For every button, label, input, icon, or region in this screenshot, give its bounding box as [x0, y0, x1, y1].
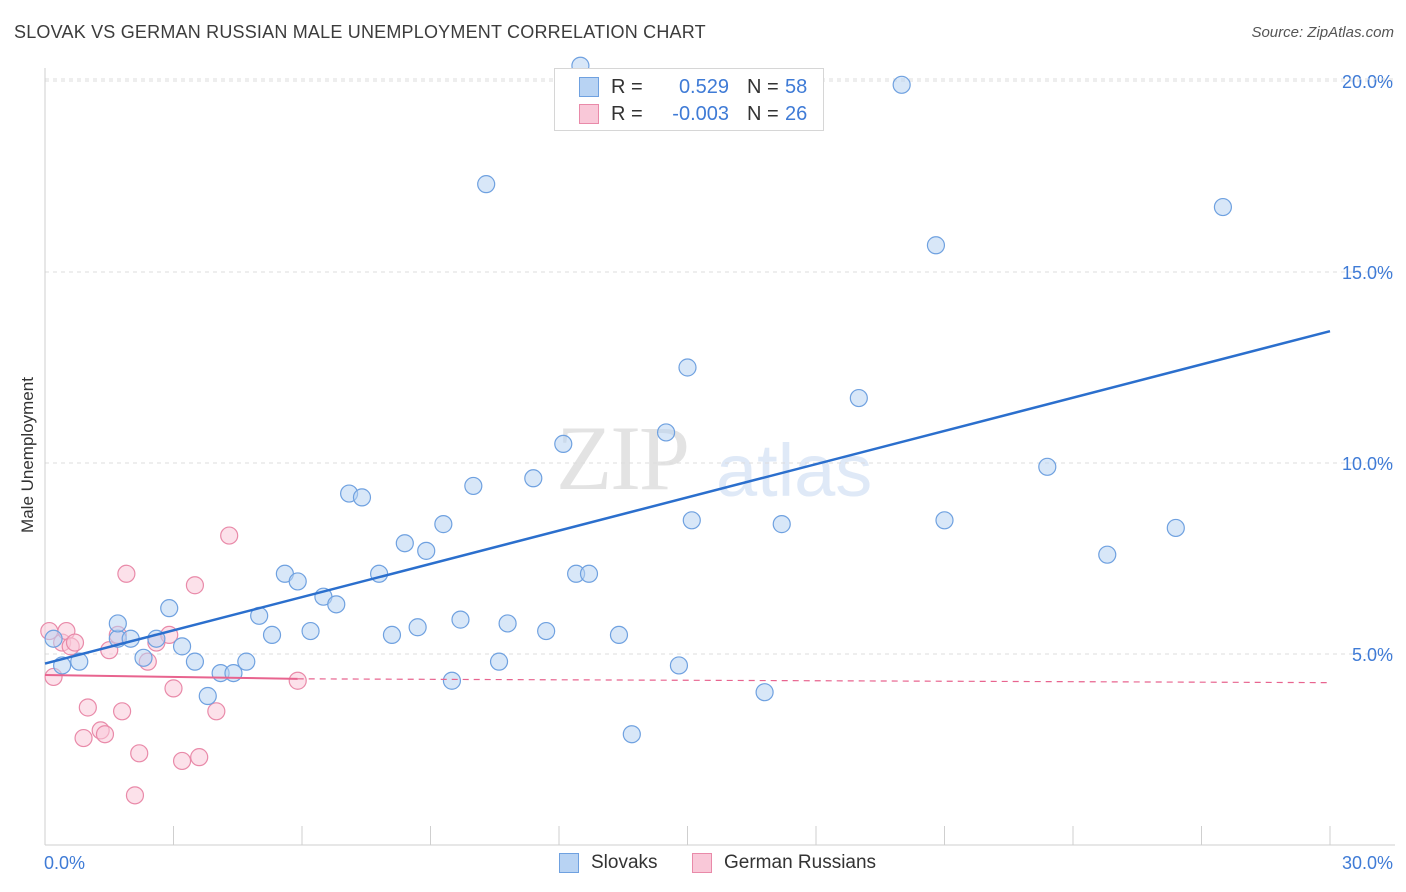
legend-label-german-russians: German Russians — [724, 852, 877, 873]
slovak-point — [772, 515, 791, 534]
german-russians-legend-swatch — [692, 853, 712, 873]
n-label: N = — [747, 102, 779, 125]
german-russian-point — [172, 751, 192, 771]
slovak-point — [442, 671, 462, 690]
slovak-point — [537, 621, 556, 641]
slovak-point — [498, 614, 517, 633]
slovak-point — [160, 599, 179, 618]
legend-row-slovaks: R = 0.529 N = 58 — [555, 74, 807, 100]
slovak-point — [579, 564, 599, 583]
chart-title: SLOVAK VS GERMAN RUSSIAN MALE UNEMPLOYME… — [14, 22, 706, 42]
r-value: -0.003 — [672, 102, 729, 125]
slovak-point — [44, 629, 63, 648]
slovak-point — [489, 652, 509, 671]
slovak-point — [678, 358, 697, 377]
slovak-point — [464, 476, 483, 496]
y-tick-label: 5.0% — [1352, 645, 1393, 665]
german-russian-point — [190, 748, 209, 767]
german-russian-point — [207, 702, 226, 721]
slovak-point — [609, 625, 629, 645]
slovak-point — [198, 686, 217, 706]
legend-item-german-russians[interactable]: German Russians — [692, 852, 876, 874]
german-russian-point — [95, 725, 115, 744]
slovak-trend-line — [44, 329, 1331, 665]
slovak-point — [926, 236, 946, 255]
y-tick-label: 20.0% — [1342, 72, 1393, 92]
slovak-point — [108, 614, 127, 633]
german-russian-point — [220, 526, 239, 545]
slovak-point — [1213, 197, 1233, 217]
slovak-point — [382, 625, 402, 645]
slovak-point — [656, 423, 676, 442]
german-russian-point — [74, 728, 93, 748]
n-label: N = — [747, 75, 779, 98]
slovak-point — [451, 610, 470, 629]
german-russian-point — [65, 633, 85, 652]
x-tick-label-left: 0.0% — [44, 853, 85, 873]
slovak-point — [755, 683, 774, 702]
slovak-point — [1098, 545, 1117, 564]
german-russian-point — [185, 576, 205, 595]
slovak-point — [288, 572, 307, 591]
slovak-point — [622, 725, 641, 744]
german-russian-point — [125, 786, 145, 805]
slovak-point — [417, 541, 436, 560]
legend-item-slovaks[interactable]: Slovaks — [559, 852, 658, 874]
slovak-point — [301, 621, 320, 641]
slovak-point — [849, 388, 868, 408]
slovak-point — [262, 625, 282, 645]
slovak-point — [669, 656, 689, 675]
y-tick-label: 10.0% — [1342, 454, 1393, 474]
german-russian-point — [164, 679, 183, 698]
legend-row-german-russians: R = -0.003 N = 26 — [555, 101, 807, 127]
slovak-point — [554, 434, 573, 453]
german-russian-point — [130, 744, 149, 763]
slovak-point — [70, 652, 89, 671]
slovak-point — [682, 511, 701, 530]
german-russian-trend-extension — [297, 678, 1331, 684]
x-tick-label-right: 30.0% — [1342, 853, 1393, 873]
german-russian-point — [288, 671, 307, 690]
slovak-point — [134, 648, 153, 667]
slovak-point — [352, 488, 372, 507]
slovak-point — [892, 75, 911, 94]
slovaks-legend-swatch — [559, 853, 579, 873]
correlation-legend: R = 0.529 N = 58 R = -0.003 N = 26 — [554, 68, 824, 131]
german-russian-trend-line — [44, 674, 298, 680]
slovak-point — [935, 511, 954, 530]
german-russian-point — [117, 564, 136, 583]
slovak-point — [327, 595, 346, 614]
legend-label-slovaks: Slovaks — [591, 852, 658, 873]
source-label: Source: ZipAtlas.com — [1251, 24, 1394, 41]
r-label: R = — [611, 102, 643, 125]
german-russian-point — [78, 698, 97, 717]
slovak-point — [1166, 518, 1185, 538]
slovak-point — [477, 175, 496, 194]
slovak-point — [408, 618, 427, 637]
slovak-point — [237, 652, 256, 671]
slovak-point — [524, 469, 543, 488]
n-value: 58 — [785, 75, 808, 98]
slovak-point — [185, 652, 205, 671]
slovak-point — [395, 534, 414, 553]
y-tick-label: 15.0% — [1342, 263, 1393, 283]
series-legend: Slovaks German Russians — [0, 852, 1406, 876]
german-russians-swatch — [579, 104, 599, 124]
slovak-point — [172, 637, 192, 656]
slovak-point — [434, 515, 453, 534]
german-russian-point — [112, 702, 132, 721]
r-value: 0.529 — [678, 75, 729, 98]
slovaks-swatch — [579, 77, 599, 97]
slovak-point — [1038, 457, 1057, 476]
r-label: R = — [611, 75, 643, 98]
n-value: 26 — [785, 102, 808, 125]
